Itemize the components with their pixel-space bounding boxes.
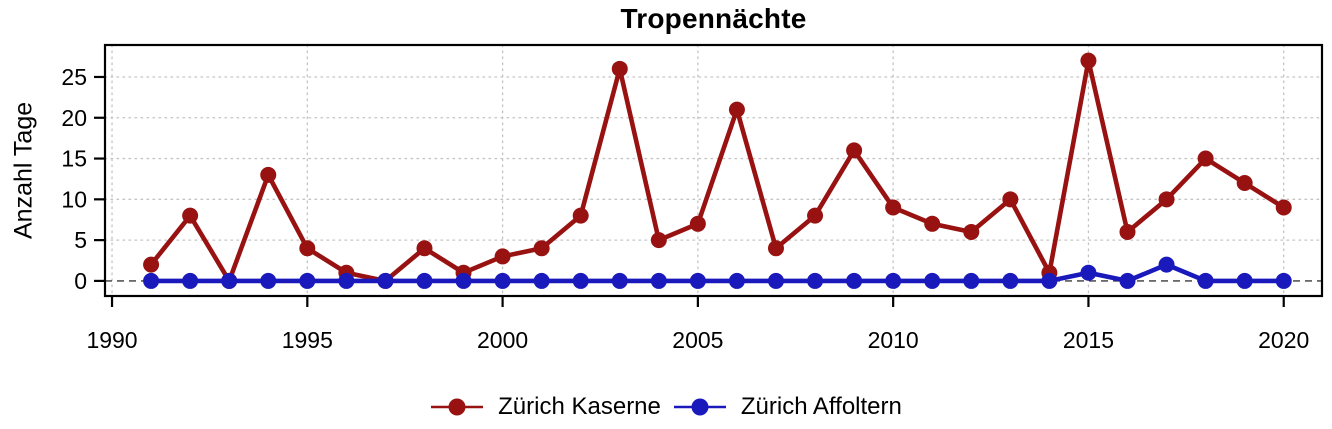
series-line-1 — [143, 256, 1292, 289]
data-point — [299, 272, 316, 289]
data-point — [182, 207, 199, 224]
y-tick-label: 5 — [74, 227, 87, 253]
data-point — [377, 272, 394, 289]
axis-tick-labels: 0 5 10 15 20 25 1990 1995 2000 2005 2010 2015 2020 — [61, 64, 1309, 353]
x-tick-label: 2005 — [672, 327, 723, 353]
data-point — [143, 272, 160, 289]
legend-marker-affoltern-icon — [673, 398, 726, 416]
data-point — [260, 166, 277, 183]
data-point — [221, 272, 238, 289]
data-point — [885, 199, 902, 216]
data-point — [924, 215, 941, 232]
series-line-0 — [143, 52, 1292, 289]
data-point — [689, 272, 706, 289]
gridlines — [104, 44, 1323, 297]
data-point — [611, 272, 628, 289]
data-point — [1002, 272, 1019, 289]
y-tick-label: 0 — [74, 268, 87, 294]
data-point — [1197, 150, 1214, 167]
data-point — [1158, 256, 1175, 273]
data-point — [846, 272, 863, 289]
data-point — [1236, 272, 1253, 289]
data-point — [494, 272, 511, 289]
data-point — [1080, 52, 1097, 69]
y-tick-label: 25 — [61, 64, 87, 90]
x-tick-label: 1995 — [282, 327, 333, 353]
data-point — [143, 256, 160, 273]
y-tick-label: 20 — [61, 105, 87, 131]
data-point — [416, 240, 433, 257]
x-tick-label: 2020 — [1258, 327, 1309, 353]
x-tick-label: 2000 — [477, 327, 528, 353]
data-point — [1158, 191, 1175, 208]
data-point — [572, 272, 589, 289]
data-point — [1080, 264, 1097, 281]
data-point — [611, 60, 628, 77]
data-point — [182, 272, 199, 289]
data-point — [533, 272, 550, 289]
data-point — [455, 272, 472, 289]
data-point — [260, 272, 277, 289]
data-point — [650, 232, 667, 249]
x-tick-label: 1990 — [86, 327, 137, 353]
data-point — [1041, 272, 1058, 289]
data-point — [572, 207, 589, 224]
axis-ticks — [94, 75, 1285, 307]
data-point — [1197, 272, 1214, 289]
plot-canvas: 0 5 10 15 20 25 1990 1995 2000 2005 2010 2015 2020 — [61, 43, 1324, 353]
data-point — [494, 248, 511, 265]
data-point — [1236, 175, 1253, 192]
data-point — [963, 223, 980, 240]
data-point — [807, 272, 824, 289]
data-point — [924, 272, 941, 289]
data-point — [1119, 223, 1136, 240]
data-point — [1002, 191, 1019, 208]
data-point — [1119, 272, 1136, 289]
legend-item-kaserne: Zürich Kaserne — [430, 393, 661, 421]
data-point — [338, 272, 355, 289]
legend-label-kaserne: Zürich Kaserne — [498, 393, 661, 420]
data-point — [807, 207, 824, 224]
chart-title: Tropennächte — [620, 3, 807, 34]
legend: Zürich Kaserne Zürich Affoltern — [0, 388, 1332, 426]
data-point — [1275, 199, 1292, 216]
data-point — [650, 272, 667, 289]
data-point — [533, 240, 550, 257]
legend-marker-kaserne-icon — [431, 398, 484, 416]
legend-item-affoltern: Zürich Affoltern — [673, 393, 902, 421]
plot-border — [103, 43, 1324, 298]
data-point — [299, 240, 316, 257]
data-point — [846, 142, 863, 159]
x-tick-label: 2010 — [868, 327, 919, 353]
data-point — [963, 272, 980, 289]
data-point — [728, 101, 745, 118]
data-point — [767, 240, 784, 257]
data-point — [416, 272, 433, 289]
y-tick-label: 15 — [61, 146, 87, 172]
y-tick-label: 10 — [61, 186, 87, 212]
x-tick-label: 2015 — [1063, 327, 1114, 353]
data-point — [689, 215, 706, 232]
data-point — [728, 272, 745, 289]
data-point — [1275, 272, 1292, 289]
legend-label-affoltern: Zürich Affoltern — [740, 393, 902, 420]
data-point — [885, 272, 902, 289]
data-point — [767, 272, 784, 289]
